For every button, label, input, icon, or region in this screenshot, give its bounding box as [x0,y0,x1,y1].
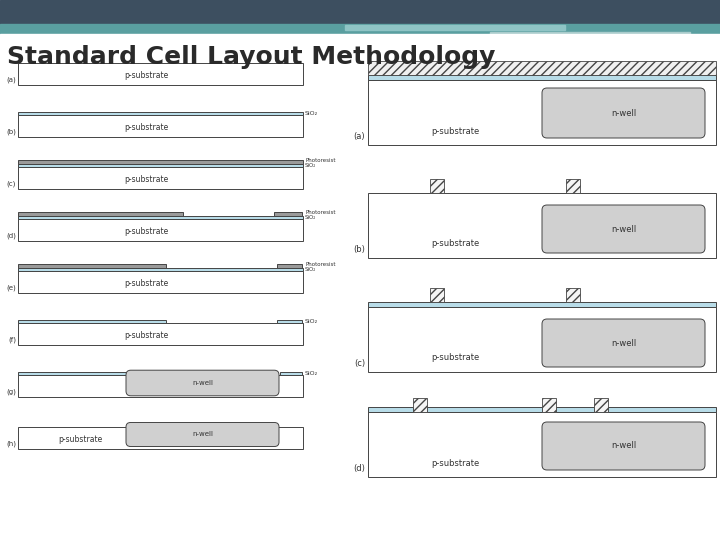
Text: SiO₂: SiO₂ [305,371,318,376]
Text: n-well: n-well [611,442,636,450]
FancyBboxPatch shape [542,205,705,253]
Text: (e): (e) [6,285,16,291]
Text: p-substrate: p-substrate [431,126,479,136]
Bar [18,219,303,241]
Bar [277,264,302,268]
Bar [18,167,303,189]
Text: (d): (d) [353,464,365,473]
Bar [18,164,303,167]
Text: (b): (b) [353,245,365,254]
Bar [368,80,716,145]
Bar [427,407,542,412]
Bar [368,75,716,80]
Bar [413,398,427,412]
Bar [566,288,580,302]
Bar [430,179,444,193]
Text: (b): (b) [6,129,16,135]
Text: n-well: n-well [192,431,213,437]
Bar [430,288,444,302]
Text: (f): (f) [8,336,16,343]
Text: SiO₂: SiO₂ [305,111,318,116]
Text: n-well: n-well [611,109,636,118]
FancyBboxPatch shape [542,88,705,138]
Bar [0,24,720,34]
Text: p-substrate: p-substrate [431,354,479,362]
Bar [18,320,166,323]
FancyBboxPatch shape [542,422,705,470]
Text: p-substrate: p-substrate [431,458,479,468]
Text: p-substrate: p-substrate [431,240,479,248]
Bar [542,398,556,412]
Text: n-well: n-well [611,225,636,233]
Text: Standard Cell Layout Methodology: Standard Cell Layout Methodology [7,45,495,69]
Text: (d): (d) [6,233,16,239]
Bar [280,372,302,375]
Text: (h): (h) [6,441,16,447]
Text: p-substrate: p-substrate [124,330,168,340]
Text: p-substrate: p-substrate [124,71,168,79]
Bar [490,32,690,36]
Bar [608,407,716,412]
Text: Photoresist: Photoresist [305,159,336,164]
Text: (c): (c) [6,180,16,187]
FancyBboxPatch shape [542,319,705,367]
Bar [18,216,303,219]
Bar [566,179,580,193]
Text: Photoresist: Photoresist [305,262,336,267]
FancyBboxPatch shape [126,370,279,396]
Bar [368,407,413,412]
Text: (c): (c) [354,359,365,368]
Text: p-substrate: p-substrate [124,279,168,288]
Text: SiO₂: SiO₂ [305,163,316,168]
Bar [594,398,608,412]
Bar [277,320,302,323]
Text: p-substrate: p-substrate [124,123,168,132]
Text: SiO₂: SiO₂ [305,319,318,324]
Bar [18,268,303,271]
Text: n-well: n-well [611,339,636,348]
Bar [0,0,720,25]
Bar [18,271,303,293]
Bar [345,25,565,30]
Bar [368,412,716,477]
Bar [368,193,716,258]
Bar [18,160,303,164]
Text: (a): (a) [354,132,365,141]
Bar [18,115,303,137]
Bar [18,63,303,85]
Bar [18,212,183,216]
Bar [368,61,716,75]
Text: (a): (a) [6,77,16,83]
FancyBboxPatch shape [126,422,279,447]
Bar [556,407,594,412]
Bar [18,427,303,449]
Bar [368,302,716,307]
Text: p-substrate: p-substrate [58,435,103,443]
Text: SiO₂: SiO₂ [305,215,316,220]
Text: Photoresist: Photoresist [305,211,336,215]
Bar [18,323,303,345]
Bar [274,212,302,216]
Bar [18,372,126,375]
Bar [368,307,716,372]
Text: (g): (g) [6,388,16,395]
Bar [18,112,303,115]
Bar [18,264,166,268]
Text: SiO₂: SiO₂ [305,267,316,272]
Text: p-substrate: p-substrate [124,227,168,235]
Bar [18,375,303,397]
Text: n-well: n-well [192,380,213,386]
Text: p-substrate: p-substrate [124,174,168,184]
